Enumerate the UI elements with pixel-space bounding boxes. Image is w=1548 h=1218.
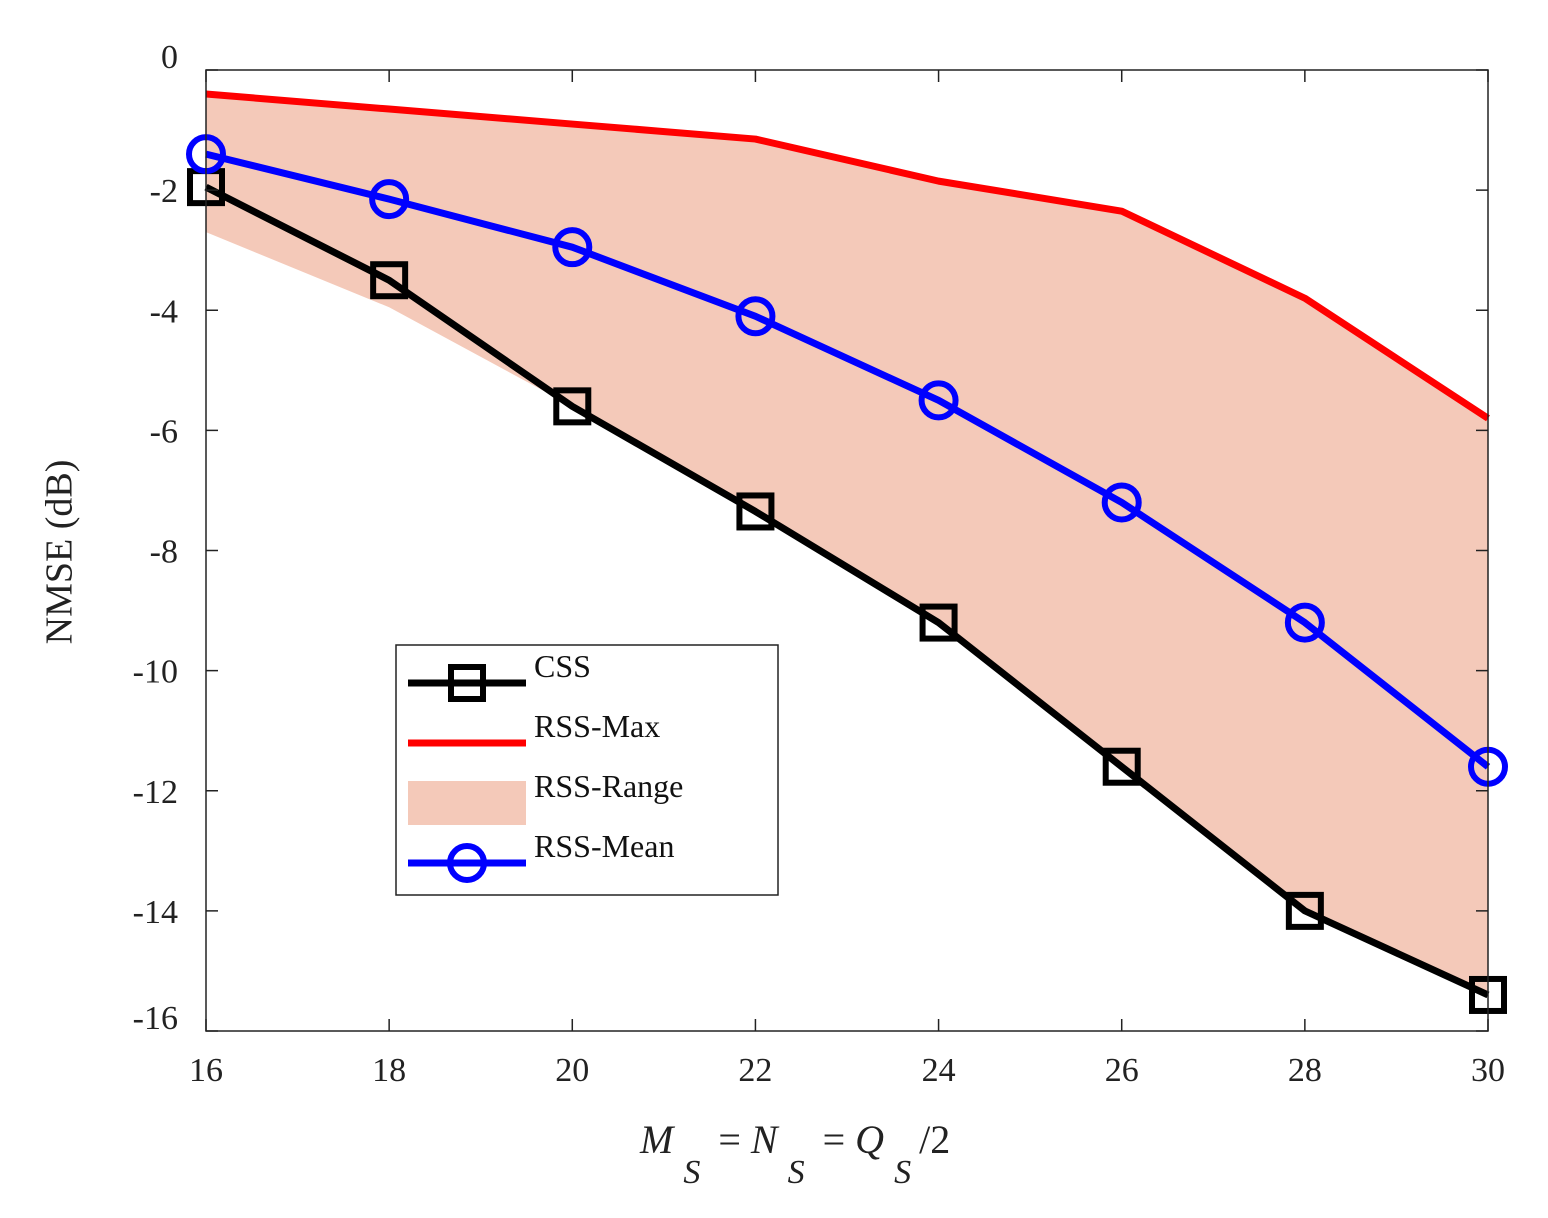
x-tick-label: 20 <box>555 1052 589 1089</box>
x-label-spacer <box>805 1117 813 1162</box>
x-axis-label: MS = NS = QS /2 <box>639 1117 950 1191</box>
rss-mean-marker <box>918 380 959 421</box>
x-tick-label: 18 <box>372 1052 406 1089</box>
rss-mean-line <box>205 150 1491 770</box>
x-label-spacer <box>911 1117 919 1162</box>
y-tick-label: -2 <box>150 173 178 210</box>
series-lines <box>204 90 1491 999</box>
css-marker <box>370 261 409 300</box>
css-marker <box>736 492 775 531</box>
legend-rss-range-label: RSS-Range <box>534 768 683 804</box>
legend-box <box>395 644 779 896</box>
rss-mean-marker <box>735 296 776 337</box>
legend-css-marker <box>448 664 486 702</box>
y-tick-label: -14 <box>133 894 178 931</box>
rss-mean-marker <box>552 227 593 268</box>
x-tick-labels: 16 18 20 22 24 26 28 30 <box>189 1052 1505 1089</box>
x-tick-label: 22 <box>738 1052 772 1089</box>
legend: CSS RSS-Max RSS-Range RSS-Mean <box>395 644 779 896</box>
x-tick-label: 30 <box>1471 1052 1505 1089</box>
css-marker <box>1102 747 1141 786</box>
y-tick-label: -4 <box>150 293 178 330</box>
x-tick-label: 26 <box>1105 1052 1139 1089</box>
legend-rss-max-label: RSS-Max <box>534 708 660 744</box>
x-tick-label: 16 <box>189 1052 223 1089</box>
y-axis-label: NMSE (dB) <box>39 460 81 645</box>
legend-css-label: CSS <box>534 648 591 684</box>
x-label-subscript: S <box>894 1154 911 1191</box>
x-label-operator: = <box>813 1117 856 1162</box>
x-label-subscript: S <box>683 1154 700 1191</box>
x-label-var: N <box>750 1117 780 1162</box>
legend-rss-mean-label: RSS-Mean <box>534 828 674 864</box>
y-tick-label: 0 <box>161 39 178 76</box>
rss-mean-marker <box>1101 482 1142 523</box>
x-label-operator: = <box>708 1117 751 1162</box>
rss-mean-marker <box>1284 602 1325 643</box>
x-label-subscript: S <box>788 1154 805 1191</box>
legend-rss-range-swatch <box>408 781 526 825</box>
rss-range-band <box>206 94 1488 995</box>
y-tick-label: -10 <box>133 654 178 691</box>
x-label-var: M <box>639 1117 676 1162</box>
x-tick-label: 24 <box>922 1052 956 1089</box>
legend-rss-mean-marker <box>447 843 487 883</box>
css-line <box>204 184 1490 999</box>
x-label-operator: /2 <box>919 1117 950 1162</box>
axes <box>205 69 1489 1032</box>
y-tick-labels: 0 -2 -4 -6 -8 -10 -12 -14 -16 <box>133 39 178 1037</box>
x-label-spacer <box>700 1117 708 1162</box>
y-tick-label: -6 <box>150 413 178 450</box>
css-marker <box>919 603 958 642</box>
x-label-var: Q <box>855 1117 884 1162</box>
rss-max-line <box>205 90 1490 422</box>
y-tick-label: -8 <box>150 534 178 571</box>
css-marker <box>553 387 592 426</box>
y-tick-label: -12 <box>133 774 178 811</box>
rss-mean-marker <box>369 179 410 220</box>
x-tick-label: 28 <box>1288 1052 1322 1089</box>
css-marker <box>1285 891 1324 930</box>
rss-range-area <box>206 94 1488 995</box>
y-tick-label: -16 <box>133 1000 178 1037</box>
